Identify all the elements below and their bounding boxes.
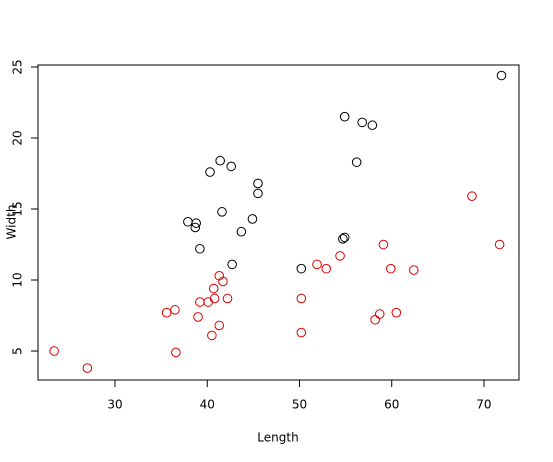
- point: [296, 293, 307, 304]
- point: [296, 263, 307, 274]
- point: [357, 117, 368, 128]
- point: [296, 327, 307, 338]
- y-tick-label: 20: [11, 130, 25, 145]
- y-tick-label: 10: [11, 272, 25, 287]
- point: [496, 70, 507, 81]
- point: [203, 297, 213, 307]
- point: [193, 312, 203, 322]
- point: [370, 314, 380, 325]
- x-axis-label: Length: [257, 431, 298, 445]
- point: [378, 239, 389, 250]
- point: [218, 276, 228, 287]
- point: [339, 232, 350, 243]
- x-tick-label: 60: [384, 398, 399, 412]
- y-tick-label: 25: [11, 59, 25, 74]
- plot-box: [37, 64, 520, 381]
- point: [339, 111, 350, 122]
- y-tick-label: 15: [11, 201, 25, 216]
- point: [209, 293, 220, 304]
- point: [253, 178, 263, 189]
- point: [215, 155, 225, 166]
- point: [227, 259, 237, 270]
- point: [205, 167, 215, 177]
- point: [338, 234, 348, 244]
- point: [236, 226, 247, 237]
- point: [312, 259, 322, 270]
- point: [409, 265, 419, 275]
- x-tick-label: 30: [107, 398, 122, 412]
- point: [351, 157, 362, 167]
- y-tick-label: 5: [11, 347, 25, 355]
- point: [385, 263, 396, 274]
- point: [82, 363, 93, 373]
- point: [190, 222, 201, 233]
- point: [191, 218, 201, 229]
- point: [49, 346, 59, 356]
- point: [217, 207, 227, 217]
- point: [335, 251, 345, 261]
- point: [170, 305, 180, 315]
- point: [391, 307, 402, 318]
- point: [207, 330, 217, 341]
- point: [214, 320, 225, 331]
- point: [467, 191, 477, 202]
- point: [247, 214, 258, 224]
- point: [321, 263, 332, 274]
- point: [222, 293, 233, 304]
- point: [374, 309, 385, 319]
- point: [195, 243, 205, 254]
- point: [367, 120, 378, 131]
- x-tick-label: 70: [476, 398, 491, 412]
- point: [226, 161, 237, 172]
- point: [161, 307, 172, 318]
- point: [208, 283, 219, 294]
- point: [183, 216, 193, 227]
- y-axis-label: Width: [5, 205, 19, 240]
- point: [253, 188, 263, 199]
- point: [494, 239, 505, 250]
- point: [195, 297, 205, 307]
- x-tick-label: 50: [292, 398, 307, 412]
- point: [171, 347, 181, 358]
- x-tick-label: 40: [200, 398, 215, 412]
